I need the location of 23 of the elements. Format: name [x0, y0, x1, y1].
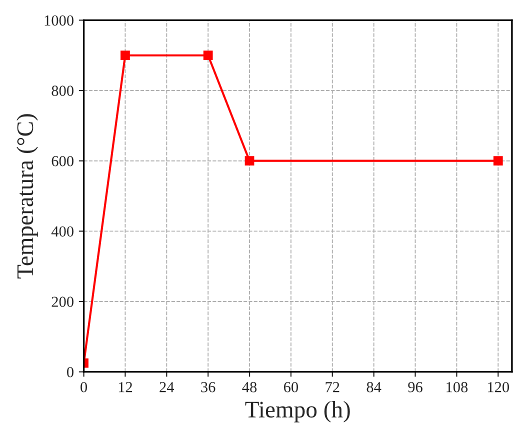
x-tick-label: 84: [366, 382, 382, 392]
y-axis-title: Temperatura (°C): [16, 114, 38, 278]
x-tick-label: 72: [326, 382, 340, 392]
x-tick-label: 108: [446, 382, 468, 392]
x-tick-label: 12: [118, 382, 132, 392]
x-tick-label: 0: [80, 382, 88, 392]
y-tick-label: 400: [51, 226, 74, 237]
point: [203, 50, 213, 60]
x-axis-title: Tiempo (h): [245, 400, 350, 422]
x-tick-label: 96: [408, 382, 422, 392]
point: [493, 156, 503, 166]
x-tick-label: 60: [284, 382, 298, 392]
x-tick-label: 36: [201, 382, 216, 392]
y-tick-label: 0: [67, 366, 74, 378]
y-tick-label: 600: [52, 156, 74, 166]
x-tick-label: 48: [242, 382, 257, 392]
y-tick-label: 800: [52, 86, 74, 96]
point: [120, 50, 130, 60]
x-tick-label: 24: [160, 382, 174, 392]
y-tick-label: 200: [52, 296, 74, 307]
x-tick-label: 120: [488, 382, 510, 392]
point: [244, 156, 254, 166]
y-tick-label: 1000: [44, 15, 74, 26]
